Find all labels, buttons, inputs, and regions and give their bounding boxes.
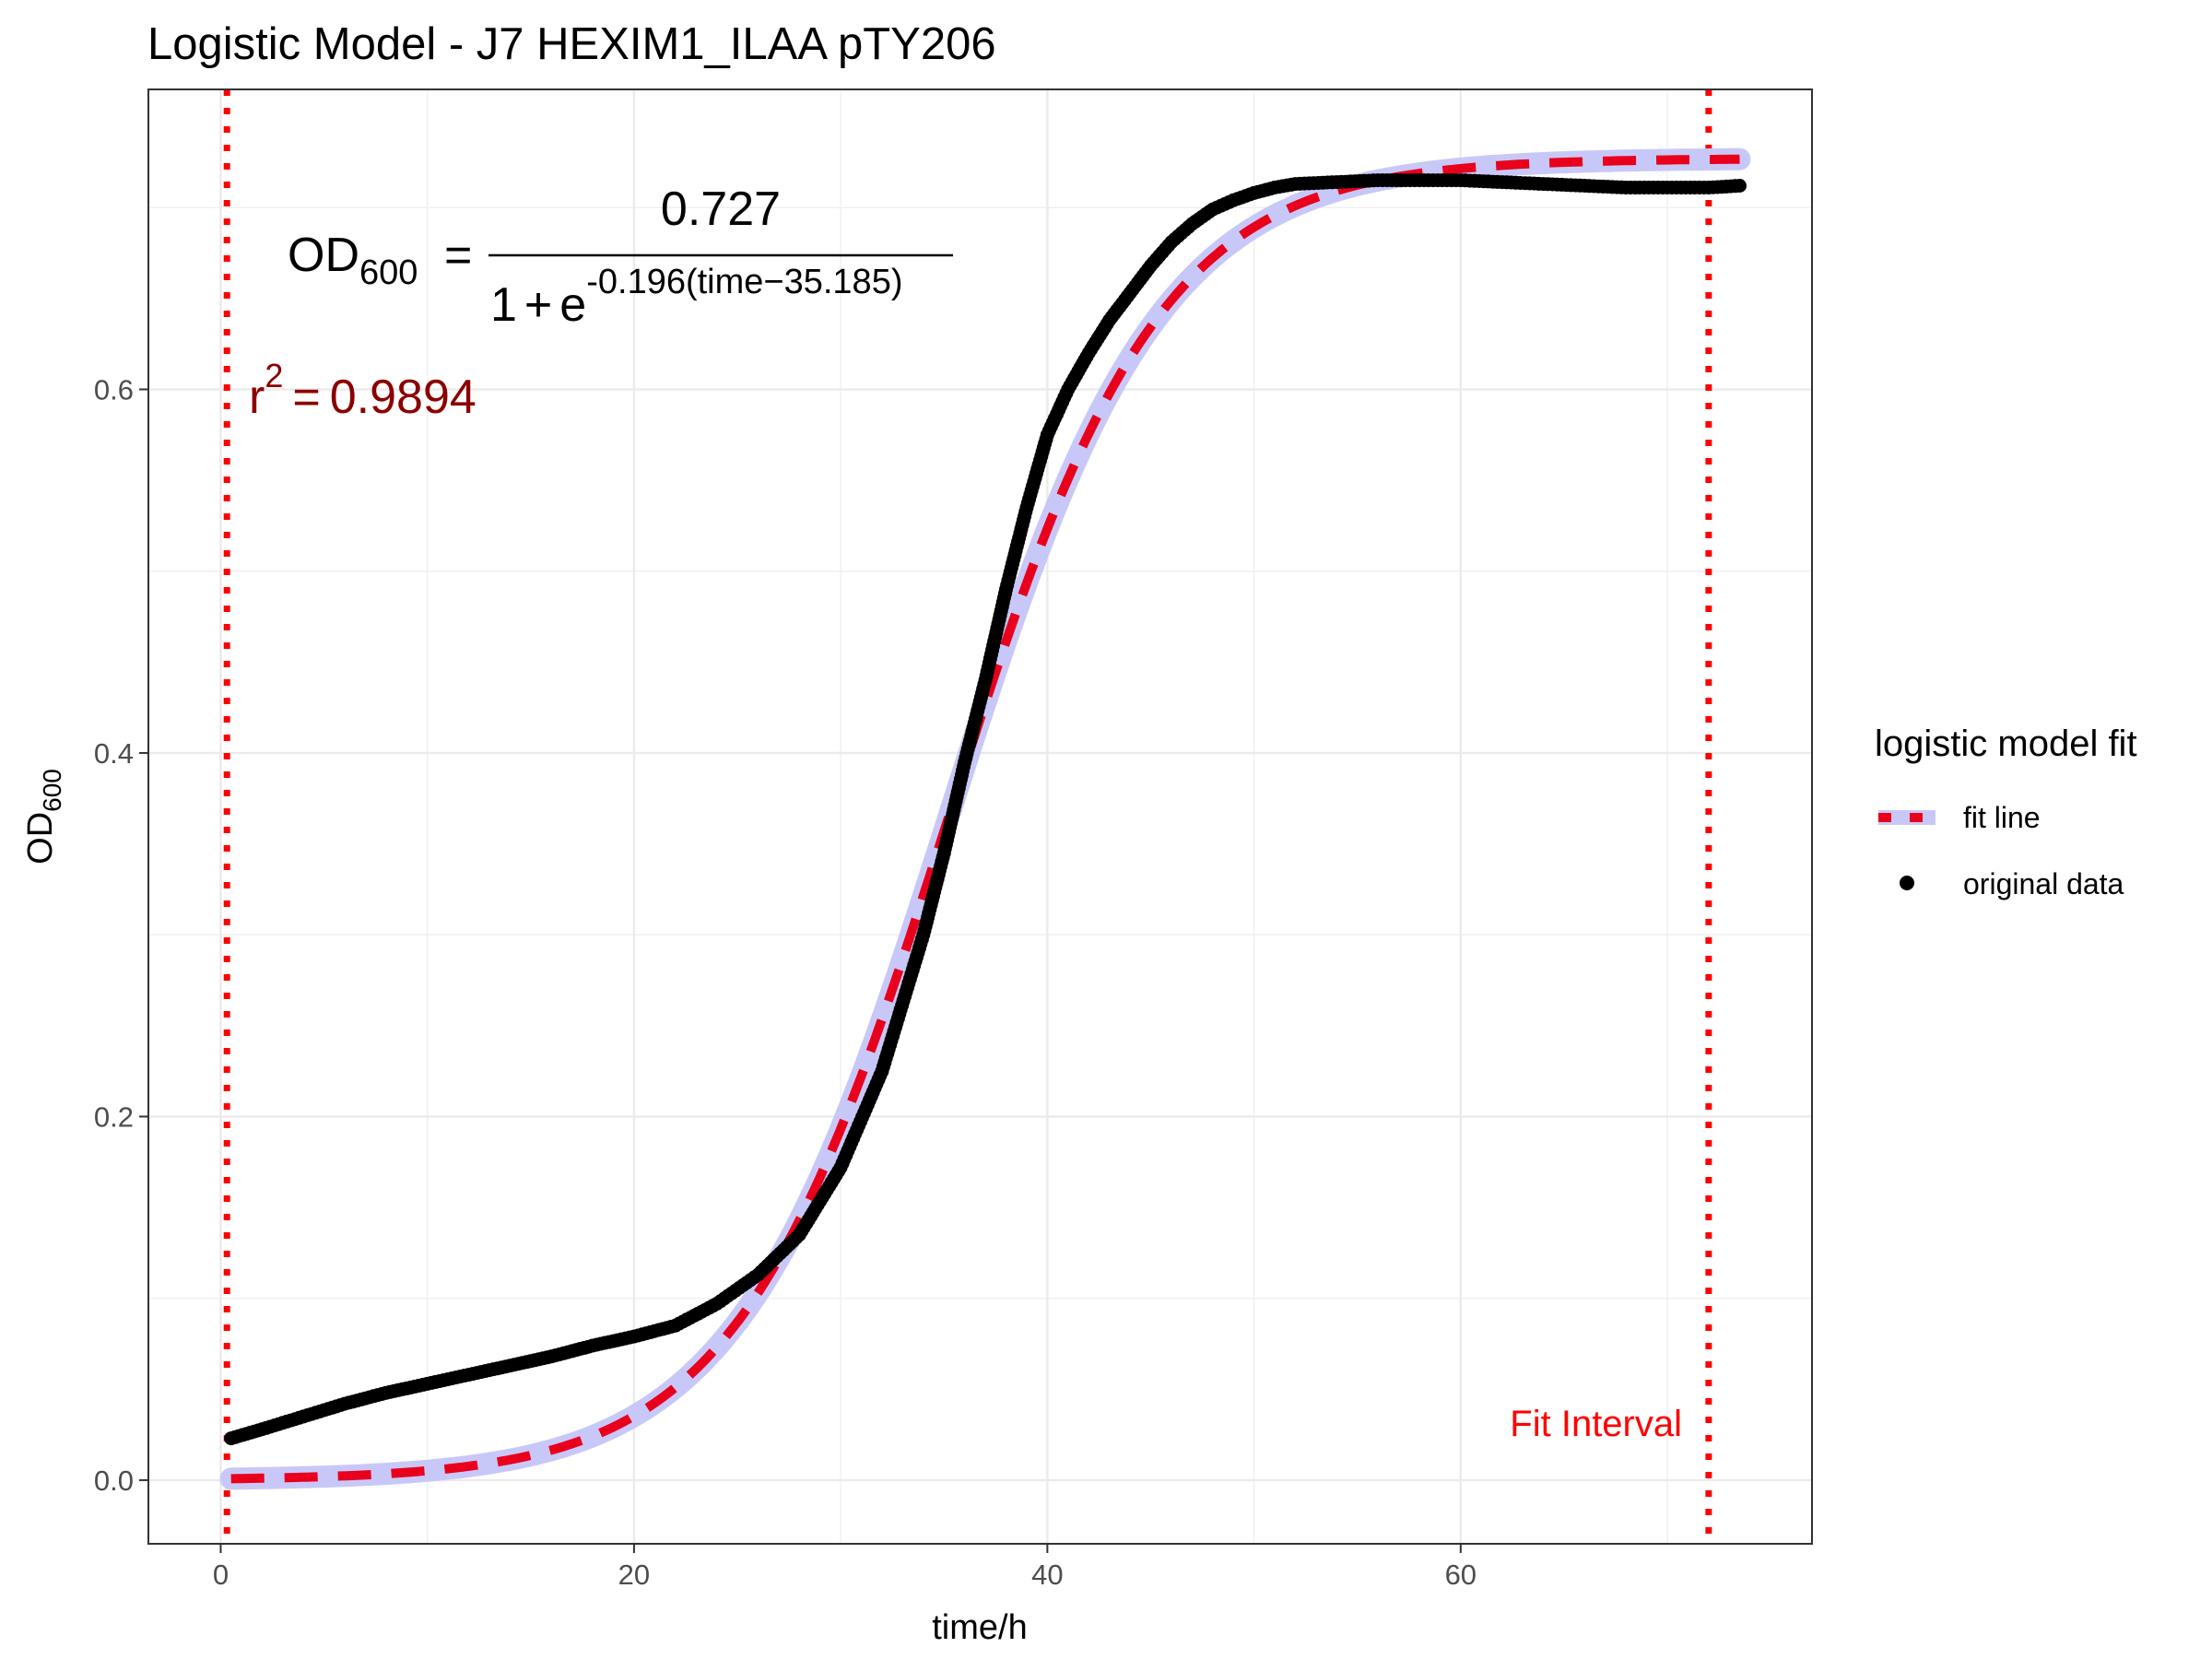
y-axis-label-sub: 600 (38, 769, 66, 812)
r-squared-annotation: r2 = 0.9894 (249, 357, 477, 424)
x-axis-label: time/h (932, 1608, 1027, 1647)
fit-interval-label: Fit Interval (1510, 1404, 1682, 1444)
grid-minor (148, 89, 1812, 1544)
plot-panel-border (147, 88, 1813, 1545)
r-squared-value: 0.9894 (330, 371, 477, 424)
equation-plus: + (524, 278, 552, 332)
equation-exponent: -0.196(time−35.185) (586, 263, 902, 301)
r-squared-label: r (249, 371, 265, 424)
y-tick-label: 0.6 (94, 373, 134, 406)
legend-label-original-data: original data (1963, 867, 2124, 900)
equation-annotation: OD600 = 0.727 1 + e-0.196(time−35.185) (288, 182, 953, 332)
x-tick-label: 0 (213, 1559, 229, 1591)
x-tick-label: 40 (1031, 1559, 1063, 1591)
legend-title: logistic model fit (1875, 724, 2137, 764)
original-data-points (224, 173, 1747, 1446)
data-point (1733, 179, 1747, 193)
x-tick-label: 20 (618, 1559, 650, 1591)
y-tick-label: 0.2 (94, 1100, 134, 1133)
legend-label-fit-line: fit line (1963, 801, 2041, 834)
equation-one: 1 (490, 278, 517, 332)
x-tick-label: 60 (1445, 1559, 1477, 1591)
equation-lhs-sub: 600 (359, 253, 418, 292)
legend: logistic model fit fit line original dat… (1875, 724, 2137, 900)
equation-numerator: 0.727 (661, 182, 781, 236)
y-axis-label: OD600 (21, 769, 66, 865)
y-tick-label: 0.4 (94, 737, 134, 770)
equation-lhs: OD600 (288, 229, 418, 292)
legend-item-original-data: original data (1900, 867, 2124, 900)
r-squared-sup: 2 (265, 357, 283, 394)
x-axis-ticks: 0 20 40 60 (213, 1544, 1477, 1591)
equation-equals: = (444, 229, 472, 282)
chart-title: Logistic Model - J7 HEXIM1_ILAA pTY206 (147, 19, 996, 69)
equation-lhs-od: OD (288, 229, 359, 282)
equation-denominator: 1 + e-0.196(time−35.185) (490, 263, 902, 332)
y-axis-ticks: 0.0 0.2 0.4 0.6 (94, 373, 148, 1497)
y-axis-label-main: OD (21, 812, 60, 865)
legend-swatch-point (1900, 876, 1914, 890)
legend-item-fit-line: fit line (1878, 801, 2041, 834)
r-squared-equals: = (292, 371, 320, 424)
equation-e: e (559, 278, 586, 332)
y-tick-label: 0.0 (94, 1465, 134, 1497)
fit-interval-lines (223, 89, 1712, 1544)
